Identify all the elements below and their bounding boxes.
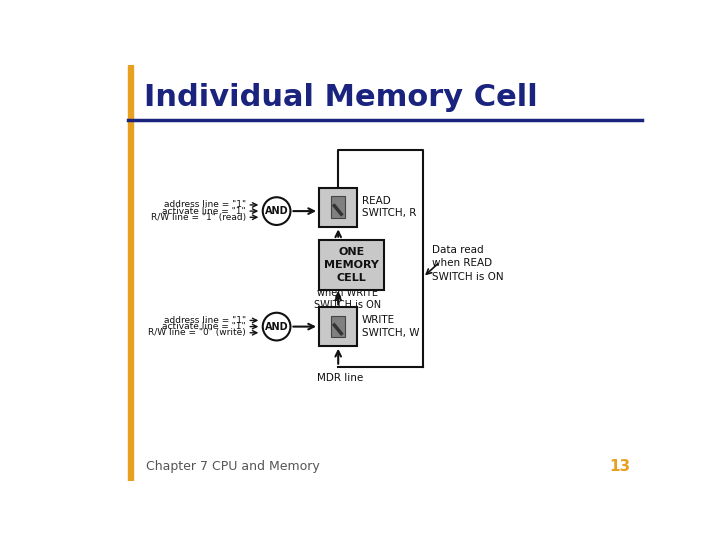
Text: READ
SWITCH, R: READ SWITCH, R bbox=[362, 196, 416, 219]
Text: R/W line = "0" (write): R/W line = "0" (write) bbox=[148, 328, 246, 338]
Bar bbox=[319, 240, 384, 289]
Text: Chapter 7 CPU and Memory: Chapter 7 CPU and Memory bbox=[145, 460, 320, 473]
Bar bbox=[331, 197, 345, 218]
Bar bbox=[128, 65, 133, 481]
Text: WRITE
SWITCH, W: WRITE SWITCH, W bbox=[362, 315, 420, 338]
Text: Data written
when WRITE
SWITCH is ON: Data written when WRITE SWITCH is ON bbox=[314, 275, 381, 310]
Text: Data read
when READ
SWITCH is ON: Data read when READ SWITCH is ON bbox=[432, 245, 504, 282]
Circle shape bbox=[263, 197, 290, 225]
Bar bbox=[319, 188, 357, 226]
Text: 13: 13 bbox=[610, 459, 631, 474]
Text: Individual Memory Cell: Individual Memory Cell bbox=[144, 83, 538, 112]
Text: MDR line: MDR line bbox=[318, 373, 364, 383]
Bar bbox=[331, 316, 345, 338]
Bar bbox=[319, 307, 357, 346]
Text: AND: AND bbox=[265, 322, 289, 332]
Text: activate line = "1": activate line = "1" bbox=[162, 207, 246, 215]
Text: address line = "1": address line = "1" bbox=[163, 316, 246, 325]
Circle shape bbox=[263, 313, 290, 340]
Text: R/W line = "1" (read): R/W line = "1" (read) bbox=[150, 213, 246, 222]
Text: AND: AND bbox=[265, 206, 289, 216]
Text: activate line = "1": activate line = "1" bbox=[162, 322, 246, 331]
Text: ONE
MEMORY
CELL: ONE MEMORY CELL bbox=[324, 247, 379, 283]
Text: address line = "1": address line = "1" bbox=[163, 200, 246, 210]
